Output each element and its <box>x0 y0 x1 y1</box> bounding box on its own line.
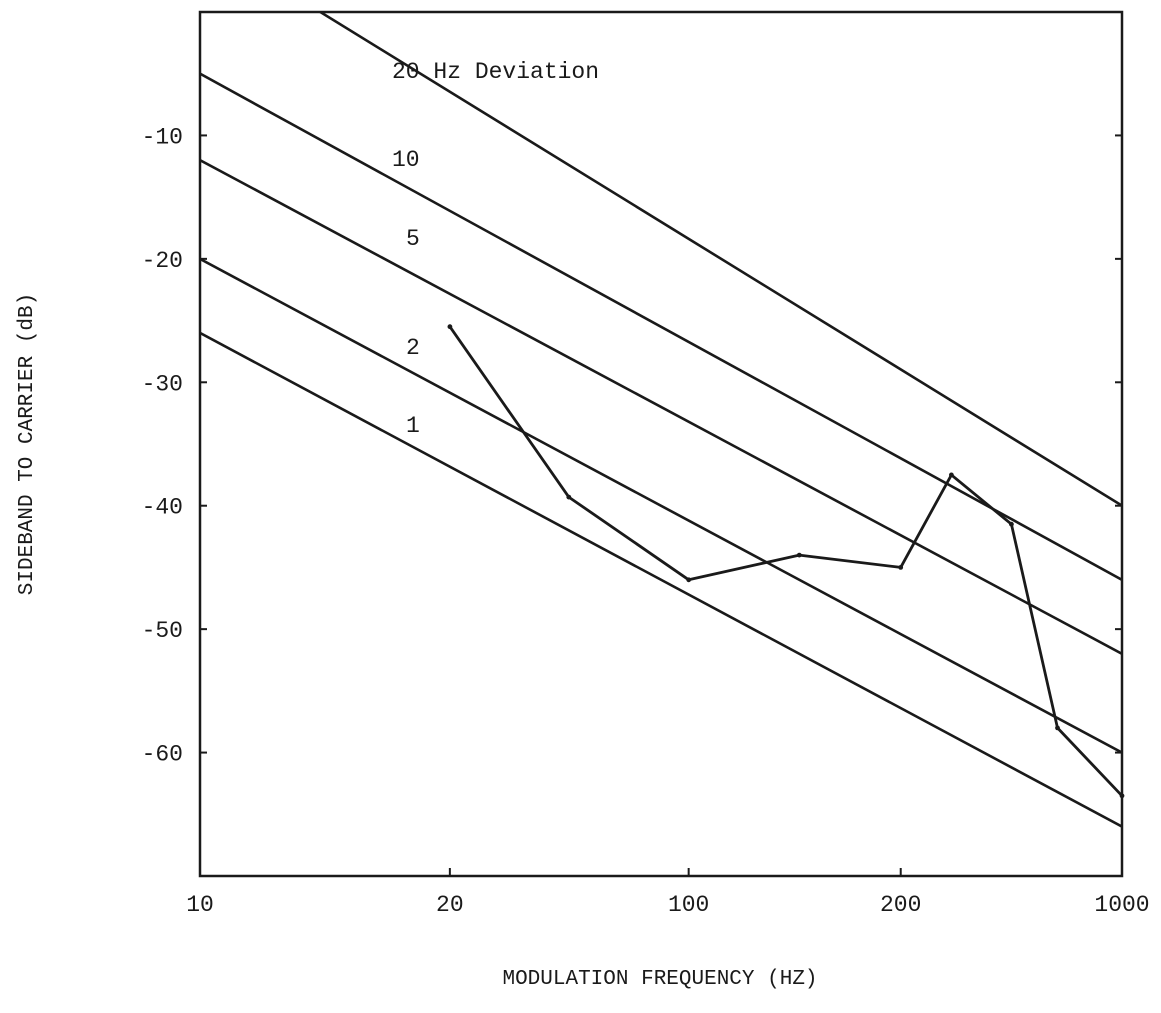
reference-line-1 <box>200 72 1122 581</box>
x-tick-label: 200 <box>880 892 921 918</box>
curve-label-10: 10 <box>392 147 420 173</box>
x-tick-label: 100 <box>668 892 709 918</box>
measured-point <box>898 565 904 570</box>
reference-line-2 <box>200 158 1122 655</box>
x-tick-label: 10 <box>186 892 214 918</box>
x-tick-label: 20 <box>436 892 464 918</box>
y-tick-label: -50 <box>142 618 183 644</box>
y-tick-label: -40 <box>142 495 183 521</box>
curve-label-1: 1 <box>406 413 420 439</box>
y-tick-label: -20 <box>142 248 183 274</box>
measured-point <box>1009 521 1014 527</box>
measured-point <box>566 494 572 500</box>
measured-line <box>448 325 1124 797</box>
ticks: 10 20 100 200 1000 -10 -20 -30 -40 -50 -60 <box>142 124 1150 918</box>
y-tick-label: -10 <box>142 124 183 150</box>
curve-label-2: 2 <box>406 335 420 361</box>
x-axis-title: MODULATION FREQUENCY (HZ) <box>502 968 817 991</box>
y-tick-label: -60 <box>142 742 183 768</box>
measured-point <box>1055 725 1060 731</box>
curve-label-5: 5 <box>406 226 420 252</box>
curve-label-20: 20 Hz Deviation <box>392 59 599 85</box>
measured-point <box>796 552 802 558</box>
measured-point <box>949 472 954 478</box>
x-tick-label: 1000 <box>1094 892 1149 918</box>
reference-line-3 <box>200 257 1122 754</box>
y-tick-label: -30 <box>142 371 183 397</box>
measured-point <box>447 324 453 330</box>
y-axis-title: SIDEBAND TO CARRIER (dB) <box>16 293 39 595</box>
reference-lines <box>200 12 1122 828</box>
measured-point <box>686 577 692 583</box>
reference-line-4 <box>200 331 1122 828</box>
plot-frame <box>198 10 1124 878</box>
reference-line-0 <box>317 12 1122 507</box>
